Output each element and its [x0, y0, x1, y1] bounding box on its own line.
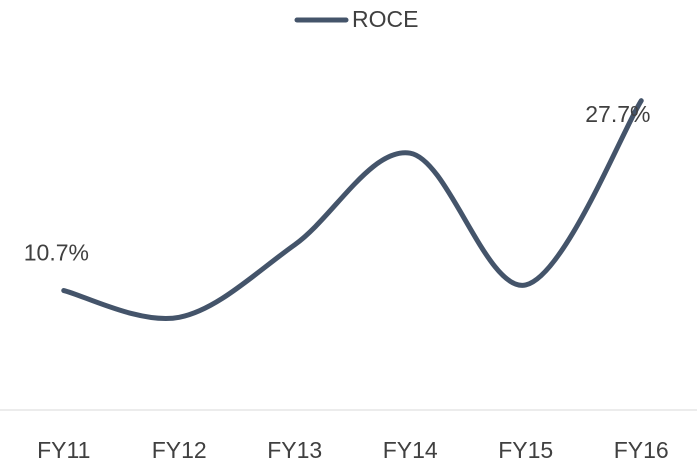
line-series	[61, 98, 644, 321]
x-tick-label: FY16	[614, 437, 669, 463]
x-tick-label: FY14	[383, 437, 438, 463]
x-tick-label: FY13	[267, 437, 322, 463]
x-tick-label: FY11	[37, 437, 90, 463]
legend-label: ROCE	[352, 6, 418, 32]
data-label: 10.7%	[24, 240, 89, 266]
x-tick-label: FY15	[498, 437, 553, 463]
data-label: 27.7%	[585, 101, 650, 127]
x-tick-label: FY12	[152, 437, 207, 463]
